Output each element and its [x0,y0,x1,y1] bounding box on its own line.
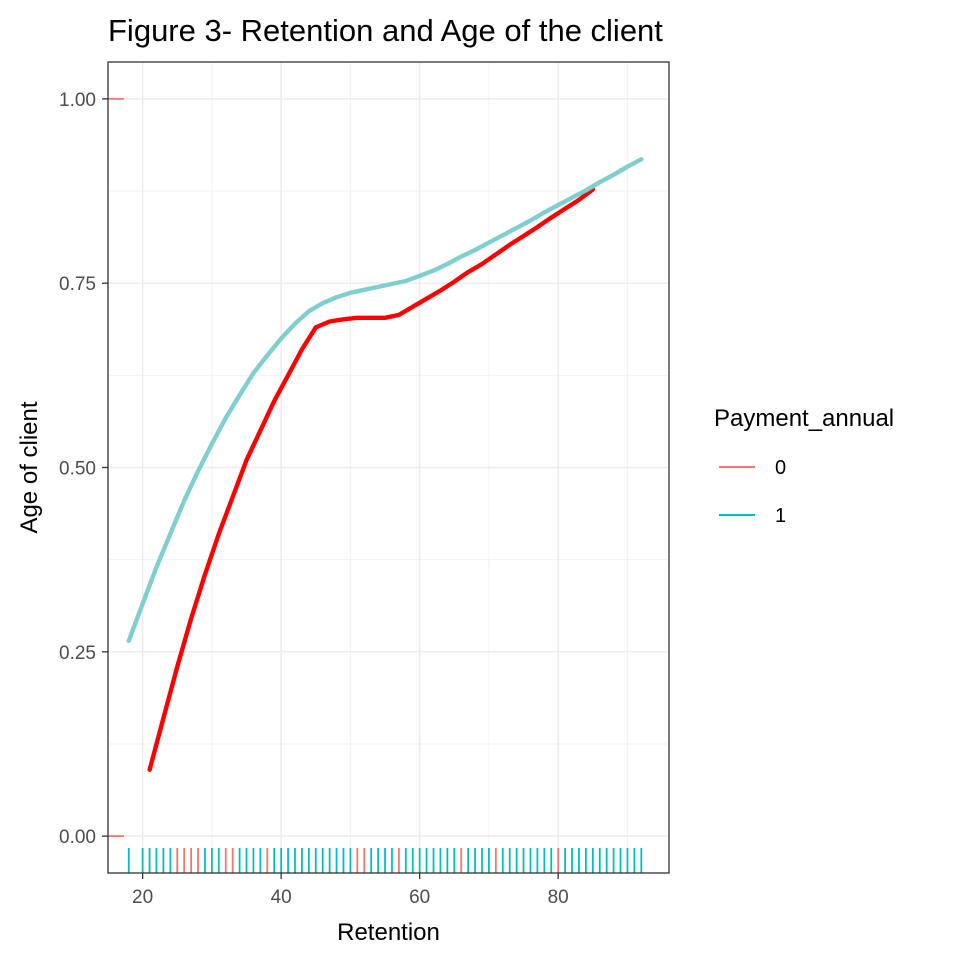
y-tick-label: 0.25 [59,643,96,664]
x-tick-label: 20 [132,887,153,908]
y-axis-label: Age of client [16,401,43,533]
series-line-1 [126,157,644,643]
y-tick-label: 0.00 [59,827,96,848]
rug-layer [108,97,643,873]
legend-title: Payment_annual [714,405,894,432]
series-layer [126,157,644,772]
chart-title: Figure 3- Retention and Age of the clien… [108,13,663,48]
x-tick-label: 40 [271,887,292,908]
legend-label-1: 1 [775,505,786,527]
x-tick-label: 80 [548,887,569,908]
y-tick-label: 0.50 [59,459,96,480]
series-line-0 [147,187,595,772]
y-tick-label: 1.00 [59,90,96,111]
legend-label-0: 0 [775,457,786,479]
y-tick-label: 0.75 [59,274,96,295]
x-axis-label: Retention [337,919,440,946]
legend: Payment_annual 01 [714,405,894,527]
grid-layer [108,62,669,873]
tick-layer: 20 40 60 80 0.00 0.25 0.50 0.75 1.00 [59,90,569,908]
legend-entries: 01 [719,457,786,527]
x-tick-label: 60 [409,887,430,908]
